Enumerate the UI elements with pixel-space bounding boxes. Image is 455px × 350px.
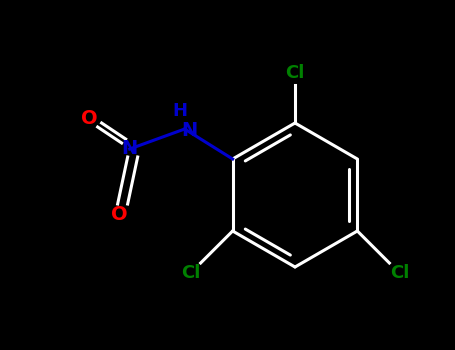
Text: Cl: Cl (389, 264, 409, 282)
Text: H: H (172, 102, 187, 120)
Text: O: O (81, 110, 98, 128)
Text: Cl: Cl (181, 264, 200, 282)
Text: N: N (121, 140, 138, 159)
Text: N: N (182, 121, 198, 140)
Text: O: O (111, 204, 128, 224)
Text: Cl: Cl (285, 64, 305, 82)
